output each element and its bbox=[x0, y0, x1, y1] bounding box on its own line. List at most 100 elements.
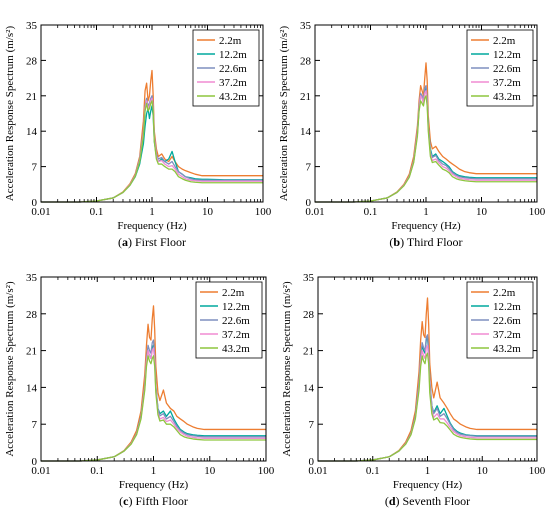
legend-label: 22.6m bbox=[493, 63, 521, 75]
y-axis: 0 7 14 21 28 35 bbox=[300, 20, 537, 209]
x-tick-label: 0.01 bbox=[308, 465, 327, 477]
x-axis-label: Frequency (Hz) bbox=[393, 479, 463, 491]
y-tick-label: 21 bbox=[303, 346, 314, 358]
legend-label: 12.2m bbox=[219, 49, 247, 61]
y-tick-label: 7 bbox=[306, 162, 312, 174]
x-tick-label: 1 bbox=[423, 206, 429, 218]
series-line-43-2m bbox=[318, 352, 537, 462]
y-tick-label: 28 bbox=[26, 55, 38, 67]
series-line-37-2m bbox=[41, 97, 263, 203]
legend-label: 2.2m bbox=[219, 35, 242, 47]
series-line-43-2m bbox=[315, 95, 537, 203]
x-tick-label: 100 bbox=[529, 465, 546, 477]
series-line-37-2m bbox=[41, 347, 266, 462]
x-tick-label: 0.1 bbox=[90, 206, 104, 218]
legend-label: 2.2m bbox=[222, 287, 245, 299]
y-tick-label: 28 bbox=[300, 55, 312, 67]
legend-label: 22.6m bbox=[219, 63, 247, 75]
panel-caption: (a) First Floor bbox=[118, 235, 186, 249]
legend-label: 37.2m bbox=[219, 77, 247, 89]
y-tick-label: 35 bbox=[26, 272, 38, 284]
x-tick-label: 10 bbox=[202, 206, 214, 218]
y-tick-label: 21 bbox=[300, 91, 311, 103]
y-tick-label: 0 bbox=[306, 197, 312, 209]
y-tick-label: 7 bbox=[32, 419, 38, 431]
x-tick-label: 1 bbox=[149, 206, 155, 218]
legend-label: 43.2m bbox=[222, 343, 250, 355]
y-tick-label: 21 bbox=[26, 91, 37, 103]
x-tick-label: 0.1 bbox=[364, 206, 378, 218]
legend-label: 2.2m bbox=[493, 35, 516, 47]
legend-label: 37.2m bbox=[493, 329, 521, 341]
x-tick-label: 1 bbox=[425, 465, 431, 477]
legend: 2.2m 12.2m 22.6m 37.2m 43.2m bbox=[466, 29, 534, 107]
y-tick-label: 0 bbox=[32, 197, 38, 209]
series-line-37-2m bbox=[318, 344, 537, 462]
legend-label: 43.2m bbox=[219, 91, 247, 103]
y-axis: 0 7 14 21 28 35 bbox=[26, 272, 266, 468]
y-axis-label: Acceleration Response Spectrum (m/s²) bbox=[4, 26, 16, 202]
panel-caption: (d) Seventh Floor bbox=[385, 494, 470, 508]
x-axis: 0.01 0.1 1 10 100 bbox=[31, 25, 272, 218]
legend: 2.2m 12.2m 22.6m 37.2m 43.2m bbox=[466, 281, 534, 359]
x-tick-label: 100 bbox=[255, 206, 272, 218]
series-lines bbox=[41, 69, 263, 203]
x-tick-label: 0.1 bbox=[366, 465, 380, 477]
y-axis-label: Acceleration Response Spectrum (m/s²) bbox=[278, 26, 290, 202]
x-axis: 0.01 0.1 1 10 100 bbox=[305, 25, 546, 218]
y-tick-label: 14 bbox=[303, 382, 315, 394]
series-line-2-2m bbox=[318, 297, 537, 462]
series-line-37-2m bbox=[315, 90, 537, 203]
legend-label: 12.2m bbox=[493, 301, 521, 313]
x-axis: 0.01 0.1 1 10 100 bbox=[308, 277, 546, 477]
y-tick-label: 28 bbox=[303, 309, 315, 321]
series-line-22-6m bbox=[41, 95, 263, 203]
panel-caption: (b) Third Floor bbox=[389, 235, 462, 249]
series-lines bbox=[318, 297, 537, 462]
x-tick-label: 0.01 bbox=[31, 465, 50, 477]
legend-label: 12.2m bbox=[493, 49, 521, 61]
legend-label: 43.2m bbox=[493, 91, 521, 103]
chart-panel-b: 0.01 0.1 1 10 100 0 7 14 21 28 35 Frequency (Hz) Acc… bbox=[278, 20, 546, 249]
series-lines bbox=[315, 62, 537, 203]
x-tick-label: 1 bbox=[151, 465, 157, 477]
x-axis-label: Frequency (Hz) bbox=[117, 220, 187, 232]
x-tick-label: 0.1 bbox=[90, 465, 104, 477]
series-line-2-2m bbox=[41, 305, 266, 462]
y-tick-label: 0 bbox=[32, 456, 38, 468]
x-axis-label: Frequency (Hz) bbox=[119, 479, 189, 491]
y-axis-label: Acceleration Response Spectrum (m/s²) bbox=[281, 281, 293, 457]
chart-panel-d: 0.01 0.1 1 10 100 0 7 14 21 28 35 Frequency (Hz) Acc… bbox=[281, 272, 546, 508]
y-tick-label: 14 bbox=[300, 126, 312, 138]
series-line-2-2m bbox=[315, 62, 537, 203]
x-tick-label: 100 bbox=[258, 465, 275, 477]
y-tick-label: 14 bbox=[26, 126, 38, 138]
legend-label: 37.2m bbox=[222, 329, 250, 341]
x-tick-label: 10 bbox=[204, 465, 216, 477]
y-tick-label: 35 bbox=[303, 272, 315, 284]
series-line-43-2m bbox=[41, 355, 266, 462]
legend: 2.2m 12.2m 22.6m 37.2m 43.2m bbox=[195, 281, 263, 359]
chart-panel-c: 0.01 0.1 1 10 100 0 7 14 21 28 35 Frequency (Hz) Acc… bbox=[4, 272, 275, 508]
chart-panel-a: 0.01 0.1 1 10 100 0 7 14 21 28 35 Frequency (Hz) Acc… bbox=[4, 20, 272, 249]
legend-label: 22.6m bbox=[493, 315, 521, 327]
panel-caption: (c) Fifth Floor bbox=[119, 494, 188, 508]
legend: 2.2m 12.2m 22.6m 37.2m 43.2m bbox=[192, 29, 260, 107]
x-tick-label: 0.01 bbox=[305, 206, 324, 218]
legend-label: 43.2m bbox=[493, 343, 521, 355]
legend-label: 2.2m bbox=[493, 287, 516, 299]
y-tick-label: 7 bbox=[32, 162, 38, 174]
x-tick-label: 0.01 bbox=[31, 206, 50, 218]
y-tick-label: 35 bbox=[26, 20, 38, 32]
y-tick-label: 21 bbox=[26, 346, 37, 358]
legend-label: 37.2m bbox=[493, 77, 521, 89]
series-line-43-2m bbox=[41, 100, 263, 203]
y-tick-label: 14 bbox=[26, 382, 38, 394]
y-tick-label: 28 bbox=[26, 309, 38, 321]
legend-label: 22.6m bbox=[222, 315, 250, 327]
series-line-12-2m bbox=[41, 344, 266, 462]
y-tick-label: 0 bbox=[309, 456, 315, 468]
series-line-12-2m bbox=[41, 105, 263, 203]
legend-label: 12.2m bbox=[222, 301, 250, 313]
